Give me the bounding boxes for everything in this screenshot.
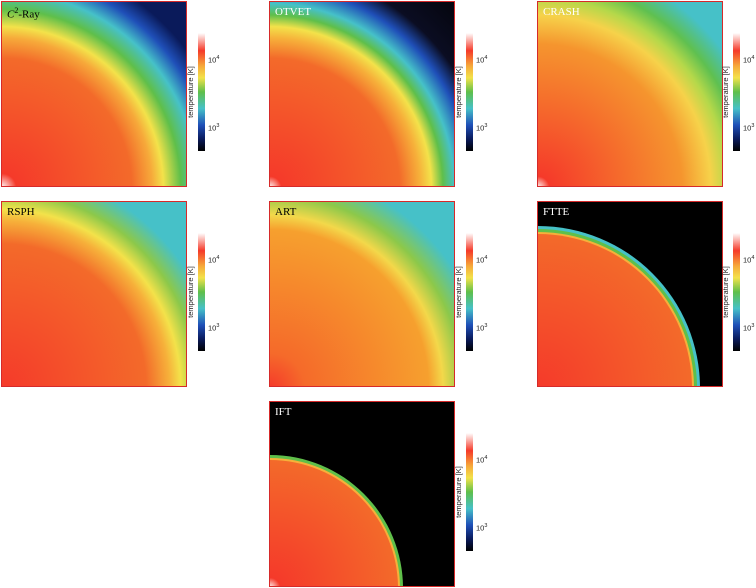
- panel-crash: CRASH: [537, 1, 723, 187]
- colorbar-tick-high: 104: [476, 255, 488, 265]
- colorbar: [733, 33, 740, 151]
- colorbar-label: temperature [K]: [721, 266, 730, 318]
- panel-title: C2-Ray: [7, 6, 40, 21]
- colorbar: [198, 33, 205, 151]
- panel-c2ray: C2-Ray: [1, 1, 187, 187]
- crash-temperature-map: [538, 2, 722, 186]
- panel-rsph: RSPH: [1, 201, 187, 387]
- colorbar-tick-high: 104: [208, 55, 220, 65]
- c2ray-temperature-map: [2, 2, 186, 186]
- colorbar-label: temperature [K]: [721, 66, 730, 118]
- rsph-temperature-map: [2, 202, 186, 386]
- colorbar: [198, 233, 205, 351]
- panel-title: ART: [275, 206, 297, 218]
- colorbar: [466, 33, 473, 151]
- panel-ift: IFT: [269, 401, 455, 587]
- colorbar-tick-low: 103: [476, 523, 488, 533]
- colorbar-label: temperature [K]: [186, 66, 195, 118]
- colorbar-label: temperature [K]: [454, 466, 463, 518]
- colorbar-tick-low: 103: [743, 323, 755, 333]
- panel-otvet: OTVET: [269, 1, 455, 187]
- colorbar-tick-high: 104: [476, 55, 488, 65]
- colorbar: [466, 433, 473, 551]
- colorbar-tick-low: 103: [476, 323, 488, 333]
- panel-title: RSPH: [7, 206, 35, 218]
- colorbar-tick-high: 104: [743, 255, 755, 265]
- colorbar-tick-low: 103: [476, 123, 488, 133]
- colorbar-tick-high: 104: [743, 55, 755, 65]
- colorbar-tick-low: 103: [208, 323, 220, 333]
- colorbar-label: temperature [K]: [454, 66, 463, 118]
- panel-title: OTVET: [275, 6, 312, 18]
- panel-title: CRASH: [543, 6, 580, 18]
- panel-art: ART: [269, 201, 455, 387]
- art-temperature-map: [270, 202, 454, 386]
- colorbar-label: temperature [K]: [186, 266, 195, 318]
- colorbar-tick-low: 103: [208, 123, 220, 133]
- panel-ftte: FTTE: [537, 201, 723, 387]
- panel-title: FTTE: [543, 206, 570, 218]
- otvet-temperature-map: [270, 2, 454, 186]
- ftte-temperature-map: [538, 202, 722, 386]
- colorbar-label: temperature [K]: [454, 266, 463, 318]
- panel-title: IFT: [275, 406, 292, 418]
- colorbar-tick-high: 104: [208, 255, 220, 265]
- colorbar: [733, 233, 740, 351]
- ift-temperature-map: [270, 402, 454, 586]
- colorbar-tick-low: 103: [743, 123, 755, 133]
- colorbar-tick-high: 104: [476, 455, 488, 465]
- colorbar: [466, 233, 473, 351]
